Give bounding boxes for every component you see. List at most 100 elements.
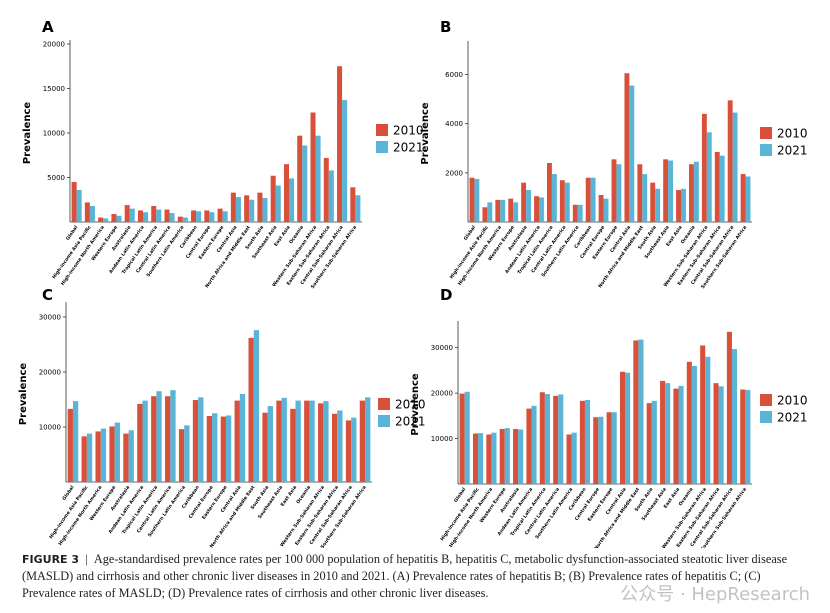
bar — [365, 397, 371, 482]
bar — [275, 185, 281, 222]
bar — [713, 383, 719, 484]
caption-text: Age-standardised prevalence rates per 10… — [22, 552, 788, 600]
bar — [143, 212, 149, 222]
bar — [182, 217, 188, 222]
bar — [584, 399, 591, 484]
bar — [619, 371, 626, 484]
bar — [164, 209, 170, 222]
bar — [170, 390, 176, 482]
bar — [315, 135, 321, 222]
legend-label: 2021 — [777, 411, 808, 425]
bar — [513, 202, 519, 222]
y-tick-label: 15000 — [43, 85, 65, 93]
bar — [262, 412, 268, 482]
y-axis-label: Prevalence — [18, 363, 29, 426]
legend-swatch — [760, 394, 772, 406]
panel-label: B — [440, 18, 451, 36]
bar — [178, 429, 185, 482]
bar — [673, 388, 679, 484]
bar — [290, 408, 296, 482]
bar — [686, 361, 692, 484]
bar — [323, 401, 329, 482]
bar — [564, 182, 570, 222]
bar — [663, 159, 669, 222]
bar — [156, 391, 162, 482]
bar — [681, 188, 686, 222]
bar — [486, 434, 492, 484]
bar — [740, 174, 746, 222]
bar — [544, 394, 550, 484]
bar — [571, 432, 577, 484]
bar — [559, 180, 565, 222]
bar — [660, 380, 666, 484]
bar — [198, 397, 204, 482]
bar — [469, 177, 475, 222]
bar — [156, 209, 162, 222]
y-tick-label: 10000 — [43, 130, 65, 138]
bar — [521, 182, 527, 222]
y-tick-label: 2000 — [445, 169, 463, 177]
legend-swatch — [376, 141, 388, 153]
bar — [719, 155, 725, 222]
bar — [142, 400, 148, 482]
bar — [295, 400, 301, 482]
bar — [253, 330, 260, 482]
bar — [192, 400, 199, 482]
bar — [579, 400, 585, 484]
legend-swatch — [760, 411, 772, 423]
y-tick-label: 20000 — [431, 390, 453, 398]
y-tick-label: 5000 — [47, 174, 65, 182]
bar — [235, 197, 241, 222]
bar — [518, 429, 524, 484]
x-tick-label: Eastern Europe — [201, 485, 229, 521]
bar — [239, 394, 246, 482]
bar — [350, 187, 356, 222]
bar — [547, 163, 552, 222]
bar — [642, 174, 648, 222]
bar — [732, 112, 738, 222]
bar — [323, 157, 329, 222]
bar — [165, 396, 171, 482]
bar — [500, 199, 506, 222]
x-tick-label: Southeast Asia — [641, 487, 668, 522]
bar — [655, 188, 661, 222]
x-tick-label: Global — [65, 224, 80, 241]
y-tick-label: 10000 — [431, 435, 453, 443]
bar — [98, 217, 104, 222]
bar — [616, 164, 622, 222]
bar — [230, 192, 236, 222]
x-tick-label: Central Europe — [185, 225, 212, 260]
bar — [297, 135, 303, 222]
legend-label: 2021 — [777, 144, 808, 158]
bar — [281, 397, 287, 482]
panel-label: D — [440, 286, 452, 304]
bar — [351, 417, 357, 482]
legend-swatch — [760, 127, 772, 139]
bar — [67, 408, 73, 482]
y-tick-label: 30000 — [39, 314, 61, 322]
bar — [103, 218, 109, 222]
caption: FIGURE 3 | Age-standardised prevalence r… — [22, 551, 817, 602]
bar — [577, 204, 583, 222]
bar — [482, 207, 488, 222]
x-tick-label: Southeast Asia — [257, 485, 284, 520]
bar — [646, 403, 652, 484]
bar — [499, 429, 505, 484]
caption-label: FIGURE 3 — [22, 553, 80, 566]
watermark: 公众号 · HepResearch — [620, 584, 810, 605]
bar — [714, 151, 720, 222]
panel-label: C — [42, 286, 53, 304]
y-tick-label: 20000 — [43, 41, 65, 49]
bar — [508, 198, 514, 222]
legend-label: 2021 — [393, 141, 424, 155]
bar — [86, 433, 93, 482]
bar — [691, 365, 697, 484]
caption-separator: | — [85, 552, 88, 566]
bar — [459, 393, 465, 484]
bar — [637, 164, 643, 222]
bar — [304, 400, 310, 482]
bar — [206, 416, 213, 482]
bar — [495, 199, 501, 222]
bar — [491, 432, 497, 484]
bar — [472, 433, 479, 484]
